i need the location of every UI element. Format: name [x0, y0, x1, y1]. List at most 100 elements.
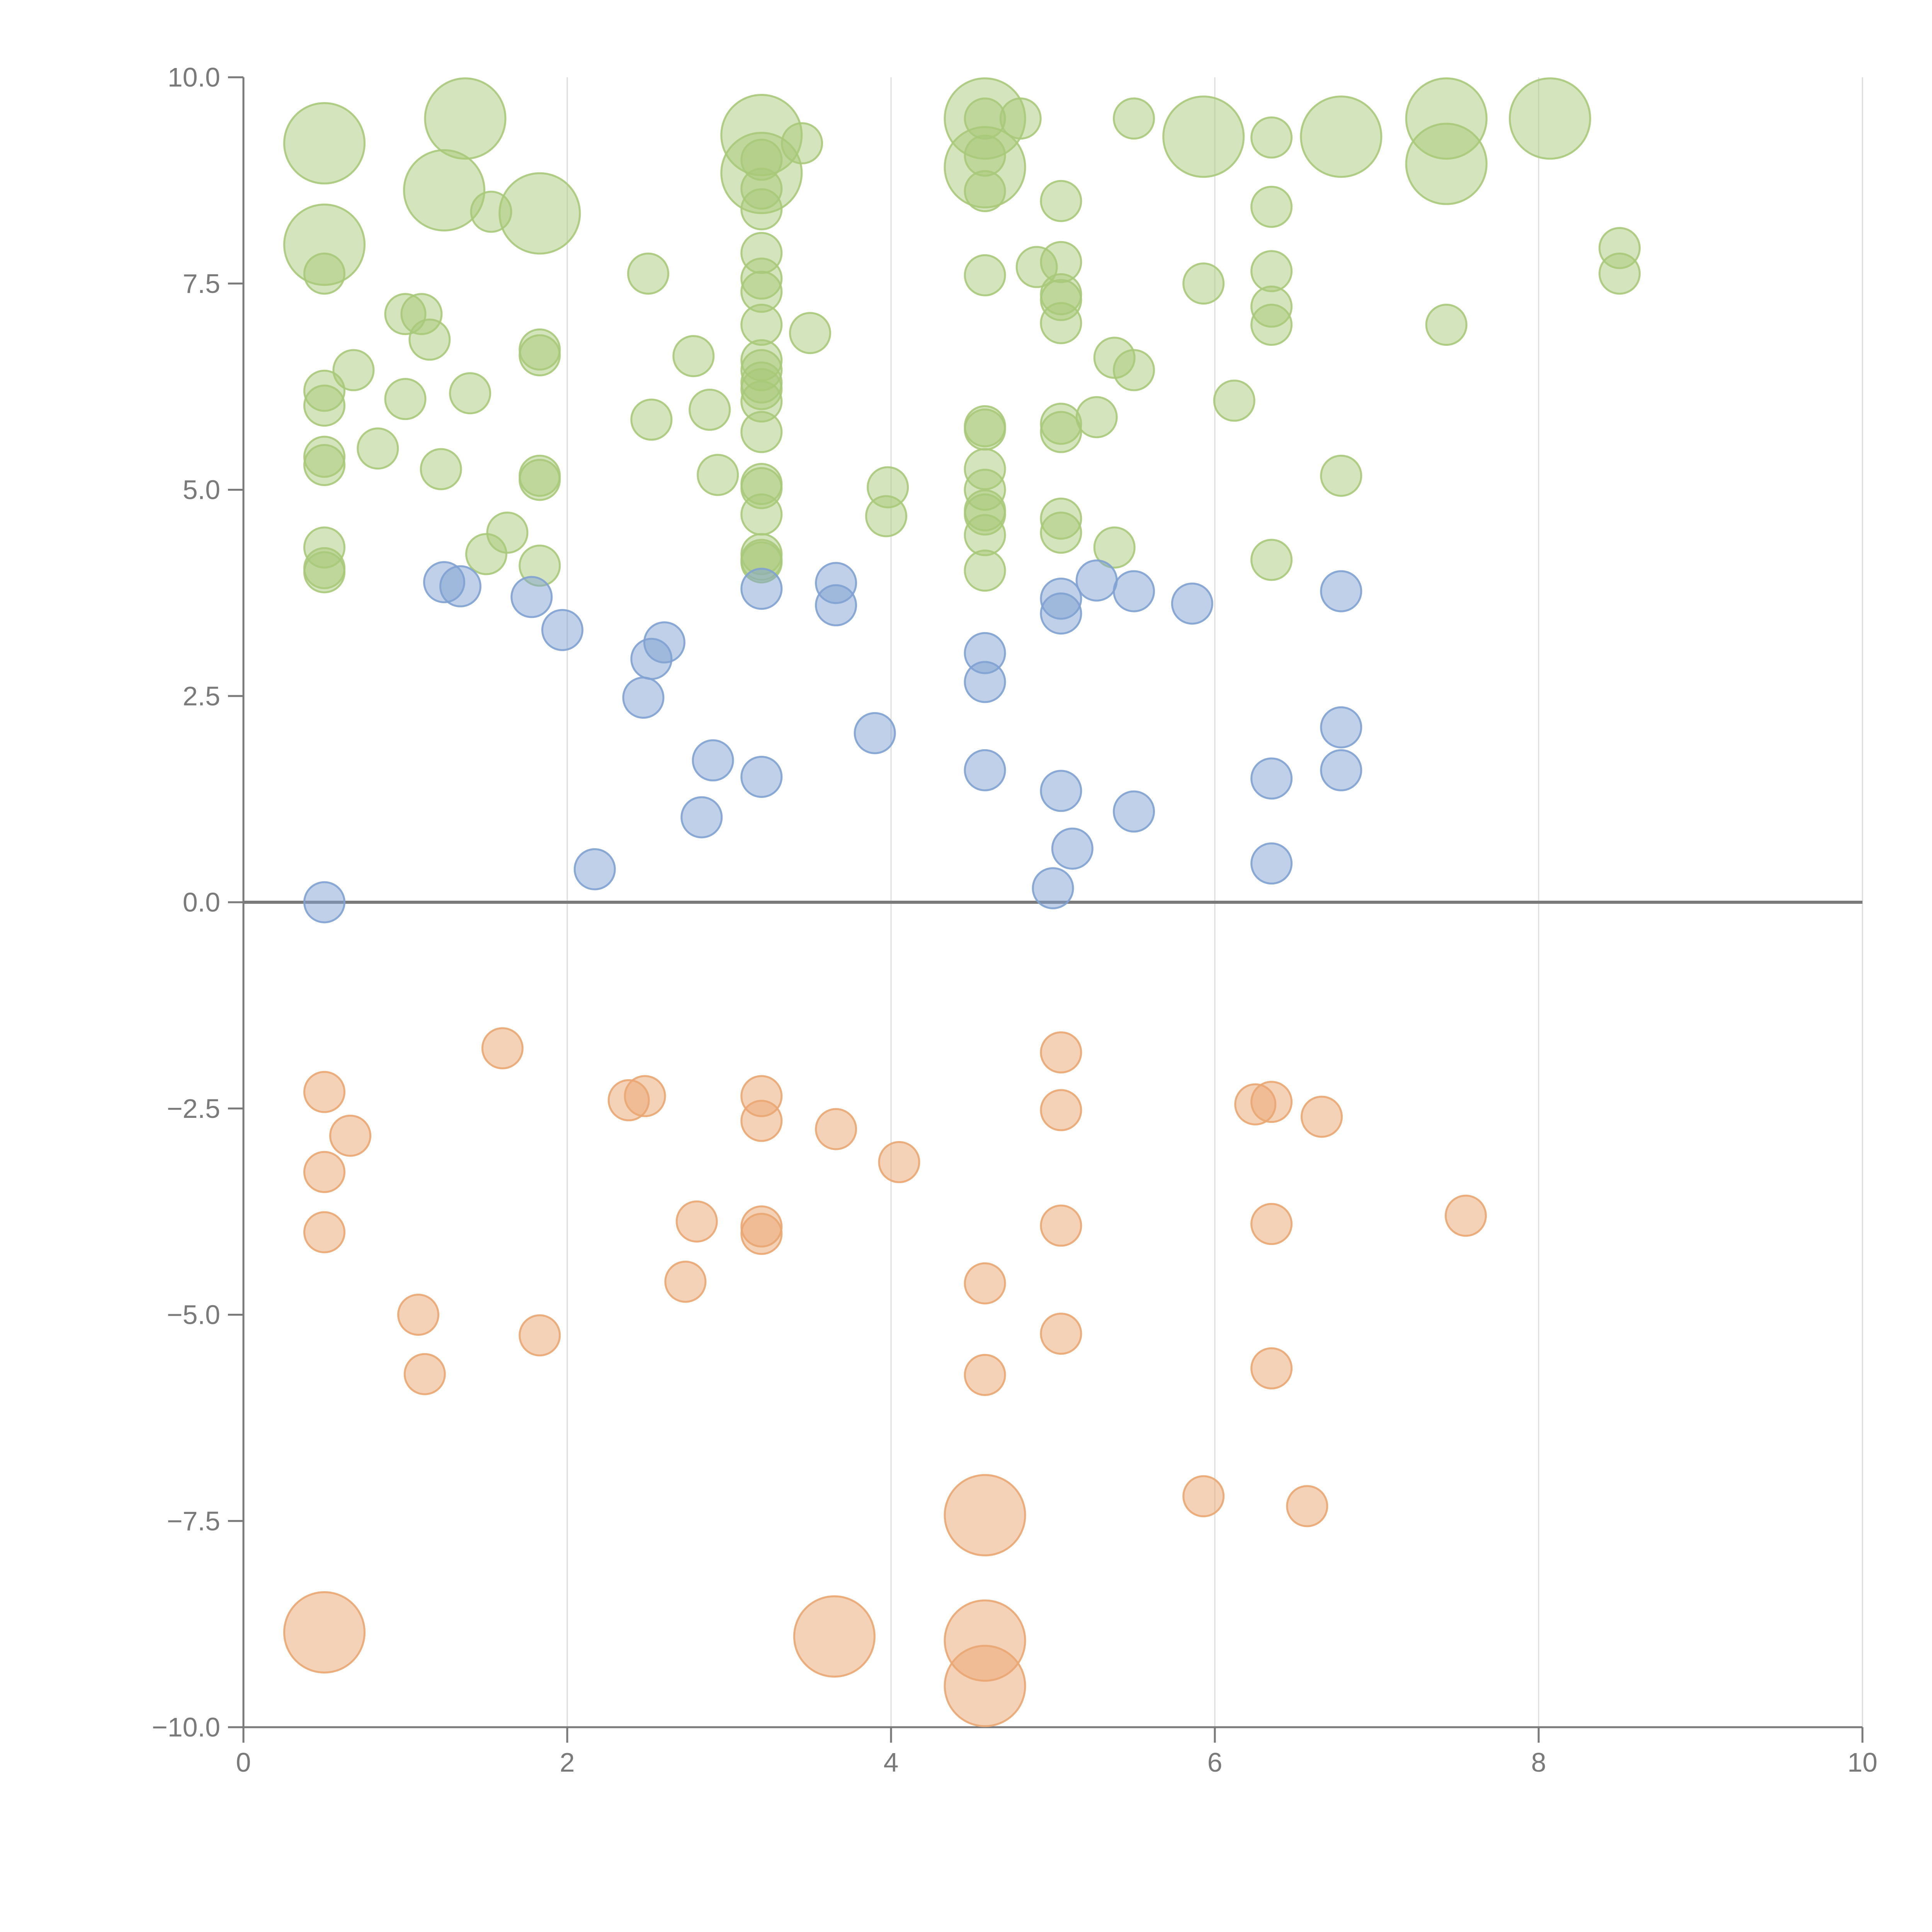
data-point-low[interactable] [944, 1645, 1026, 1727]
data-point-high[interactable] [789, 312, 831, 354]
data-point-high[interactable] [470, 190, 512, 233]
data-point-high[interactable] [1599, 252, 1641, 295]
data-point-high[interactable] [865, 495, 907, 537]
data-point-high[interactable] [999, 97, 1042, 140]
data-point-mid[interactable] [1250, 842, 1293, 885]
data-point-low[interactable] [303, 1151, 345, 1193]
data-point-mid[interactable] [1032, 867, 1074, 910]
data-point-high[interactable] [1040, 411, 1082, 453]
data-point-high[interactable] [740, 304, 783, 346]
data-point-mid[interactable] [622, 677, 665, 719]
data-point-mid[interactable] [1113, 790, 1155, 833]
data-point-low[interactable] [740, 1213, 783, 1255]
data-point-high[interactable] [519, 334, 561, 376]
data-point-high[interactable] [964, 97, 1006, 140]
data-point-high[interactable] [424, 77, 507, 160]
data-point-low[interactable] [664, 1260, 707, 1303]
data-point-mid[interactable] [854, 712, 896, 754]
data-point-low[interactable] [519, 1314, 561, 1357]
data-point-high[interactable] [1213, 379, 1255, 422]
data-point-high[interactable] [964, 170, 1006, 213]
data-point-high[interactable] [740, 411, 783, 453]
data-point-high[interactable] [332, 349, 375, 391]
data-point-low[interactable] [397, 1294, 440, 1336]
data-point-low[interactable] [964, 1354, 1006, 1396]
data-point-low[interactable] [740, 1100, 783, 1142]
data-point-high[interactable] [486, 512, 529, 554]
data-point-mid[interactable] [1320, 706, 1362, 748]
data-point-high[interactable] [283, 102, 366, 185]
data-point-high[interactable] [1250, 304, 1293, 346]
data-point-high[interactable] [689, 388, 731, 431]
data-point-mid[interactable] [964, 749, 1006, 791]
data-point-mid[interactable] [1250, 757, 1293, 800]
data-point-high[interactable] [964, 254, 1006, 296]
data-point-mid[interactable] [815, 584, 857, 626]
data-point-mid[interactable] [1040, 592, 1082, 635]
data-point-high[interactable] [740, 188, 783, 231]
data-point-low[interactable] [878, 1141, 920, 1184]
data-point-low[interactable] [1040, 1031, 1082, 1074]
data-point-low[interactable] [1286, 1485, 1328, 1527]
data-point-mid[interactable] [1320, 570, 1362, 612]
data-point-mid[interactable] [439, 565, 481, 607]
data-point-low[interactable] [329, 1114, 372, 1157]
data-point-high[interactable] [964, 134, 1006, 177]
data-point-mid[interactable] [1075, 559, 1118, 602]
data-point-mid[interactable] [740, 755, 783, 798]
data-point-high[interactable] [1250, 185, 1293, 228]
data-point-mid[interactable] [643, 621, 685, 663]
data-point-high[interactable] [303, 444, 345, 486]
data-point-mid[interactable] [573, 848, 616, 891]
data-point-low[interactable] [1250, 1347, 1293, 1389]
data-point-low[interactable] [1250, 1203, 1293, 1245]
data-point-low[interactable] [1301, 1095, 1343, 1138]
data-point-high[interactable] [1509, 77, 1591, 160]
data-point-mid[interactable] [541, 609, 583, 651]
data-point-mid[interactable] [692, 739, 734, 782]
data-point-high[interactable] [408, 318, 451, 361]
data-point-high[interactable] [627, 252, 669, 295]
data-point-low[interactable] [815, 1108, 857, 1150]
data-point-high[interactable] [303, 252, 345, 295]
data-point-mid[interactable] [680, 796, 723, 838]
data-point-high[interactable] [303, 551, 345, 594]
data-point-low[interactable] [1040, 1089, 1082, 1131]
data-point-high[interactable] [1300, 95, 1383, 178]
data-point-high[interactable] [519, 459, 561, 501]
data-point-high[interactable] [1040, 512, 1082, 554]
data-point-high[interactable] [964, 514, 1006, 556]
data-point-mid[interactable] [1171, 582, 1213, 625]
data-point-low[interactable] [1182, 1475, 1225, 1517]
data-point-low[interactable] [793, 1595, 876, 1678]
data-point-high[interactable] [1040, 302, 1082, 344]
data-point-low[interactable] [944, 1474, 1026, 1556]
data-point-low[interactable] [964, 1262, 1006, 1304]
data-point-mid[interactable] [1113, 570, 1155, 612]
data-point-low[interactable] [624, 1075, 666, 1117]
data-point-high[interactable] [1405, 122, 1488, 205]
data-point-high[interactable] [781, 122, 823, 165]
data-point-mid[interactable] [510, 576, 553, 618]
data-point-mid[interactable] [740, 568, 783, 610]
data-point-high[interactable] [1113, 97, 1155, 140]
data-point-mid[interactable] [964, 661, 1006, 703]
data-point-low[interactable] [1040, 1313, 1082, 1355]
data-point-high[interactable] [964, 408, 1006, 451]
data-point-mid[interactable] [1320, 749, 1362, 791]
data-point-high[interactable] [1425, 304, 1468, 346]
data-point-high[interactable] [672, 335, 715, 378]
data-point-low[interactable] [283, 1591, 366, 1673]
data-point-high[interactable] [303, 384, 345, 427]
data-point-high[interactable] [1093, 526, 1136, 569]
data-point-high[interactable] [403, 149, 486, 231]
data-point-high[interactable] [1040, 180, 1082, 222]
data-point-high[interactable] [1075, 396, 1118, 439]
data-point-low[interactable] [1444, 1194, 1487, 1237]
data-point-high[interactable] [384, 378, 427, 420]
data-point-low[interactable] [1250, 1081, 1293, 1123]
data-point-high[interactable] [1182, 262, 1225, 305]
data-point-low[interactable] [481, 1027, 524, 1070]
data-point-mid[interactable] [303, 881, 345, 923]
data-point-high[interactable] [1162, 95, 1245, 178]
